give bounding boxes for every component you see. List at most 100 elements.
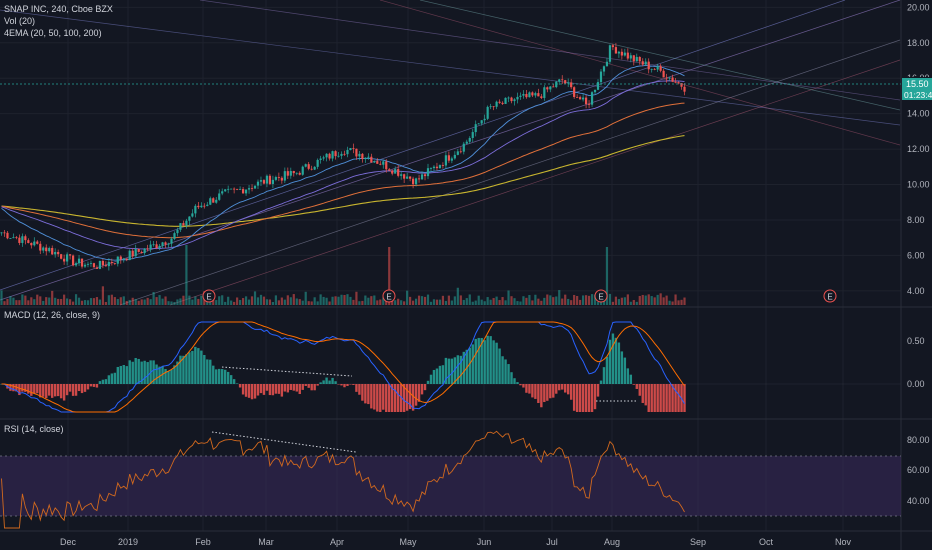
candle-body: [39, 243, 42, 251]
time-label: Jul: [546, 537, 558, 547]
macd-hist-bar: [50, 384, 54, 398]
candle-body: [626, 52, 629, 59]
candle-body: [552, 86, 555, 88]
candle-body: [358, 153, 361, 157]
macd-hist-bar: [215, 369, 218, 384]
ema-lines: [1, 64, 685, 261]
volume-bar: [400, 300, 403, 305]
candle-body: [531, 92, 534, 96]
volume-bar: [471, 301, 474, 305]
volume-bar: [474, 300, 477, 305]
macd-hist-bar: [182, 355, 185, 384]
symbol-title: SNAP INC, 240, Cboe BZX: [4, 4, 113, 14]
volume-bar: [74, 294, 78, 305]
price-tick: 14.00: [907, 109, 930, 119]
candle-body: [30, 242, 33, 246]
candle-body: [447, 155, 450, 161]
candle-body: [191, 213, 194, 217]
volume-bar: [107, 295, 110, 305]
volume-bar: [89, 298, 93, 305]
volume-title: Vol (20): [4, 16, 35, 26]
macd-hist-bar: [414, 384, 418, 406]
candle-body: [74, 263, 78, 266]
candle-body: [441, 165, 445, 166]
candle-body: [579, 97, 582, 100]
macd-hist-bar: [301, 384, 304, 390]
volume-bar: [256, 297, 260, 305]
candle-body: [400, 174, 403, 176]
candle-body: [537, 93, 540, 97]
macd-hist-bar: [456, 355, 460, 384]
macd-hist-bar: [513, 378, 516, 384]
earnings-marker[interactable]: E: [382, 289, 396, 303]
rsi-tick: 60.00: [907, 465, 930, 475]
candle-body: [617, 51, 620, 54]
volume-bar: [173, 301, 176, 305]
macd-hist-bar: [218, 368, 221, 384]
volume-bar: [194, 296, 197, 305]
volume-bar: [119, 297, 122, 305]
macd-hist-bar: [620, 351, 624, 384]
candle-body: [194, 205, 197, 214]
macd-hist-bar: [388, 384, 391, 412]
volume-bar: [101, 286, 104, 305]
earnings-marker[interactable]: E: [594, 289, 608, 303]
trend-lines[interactable]: [0, 0, 901, 306]
earnings-marker[interactable]: E: [823, 289, 837, 303]
candle-body: [197, 205, 200, 208]
macd-hist-bar: [89, 384, 93, 387]
macd-hist-bar: [137, 358, 140, 384]
price-tick: 4.00: [907, 286, 925, 296]
volume-bar: [411, 300, 415, 305]
volume-bar: [385, 299, 388, 305]
candle-body: [683, 86, 686, 92]
earnings-marker[interactable]: E: [202, 289, 216, 303]
macd-hist-bar: [531, 384, 534, 398]
time-label: Dec: [60, 537, 77, 547]
volume-bar: [233, 301, 236, 305]
volume-bar: [582, 295, 585, 305]
macd-hist-bar: [12, 384, 15, 392]
macd-hist-bar: [662, 384, 665, 412]
candle-body: [122, 258, 125, 260]
volume-bar: [134, 299, 137, 305]
rsi-tick: 80.00: [907, 435, 930, 445]
candle-body: [373, 161, 376, 163]
candle-body: [119, 256, 122, 260]
rsi-pane[interactable]: [0, 430, 901, 529]
candle-body: [310, 168, 313, 170]
candle-body: [173, 233, 176, 239]
volume-bar: [24, 295, 27, 305]
volume-bar: [227, 296, 230, 305]
volume-bar: [21, 294, 24, 305]
macd-hist-bar: [83, 384, 87, 392]
candle-body: [346, 150, 349, 155]
volume-bar: [6, 298, 9, 305]
volume-bar: [611, 301, 615, 305]
volume-bar: [140, 299, 143, 305]
candle-body: [268, 175, 272, 184]
candle-body: [92, 263, 96, 268]
macd-hist-bar: [191, 350, 194, 384]
candle-body: [361, 153, 364, 160]
candle-body: [185, 220, 188, 226]
macd-hist-bar: [477, 337, 480, 384]
candle-body: [620, 51, 623, 56]
time-axis[interactable]: Dec 2019 Feb Mar Apr May Jun Jul Aug Sep Oct Nov: [60, 537, 852, 547]
macd-pane[interactable]: [0, 321, 901, 413]
volume-bar: [537, 298, 540, 305]
candle-body: [206, 204, 209, 206]
macd-hist-bar: [593, 384, 597, 410]
macd-hist-bar: [564, 384, 567, 393]
candle-body: [113, 263, 116, 264]
candle-body: [638, 56, 641, 62]
last-price-label: 15.50: [906, 79, 929, 89]
macd-hist-bar: [42, 384, 45, 397]
candle-body: [42, 247, 45, 251]
candle-body: [95, 267, 99, 269]
volume-bar: [182, 295, 185, 305]
volume-bar: [662, 297, 665, 305]
candle-body: [68, 254, 72, 256]
